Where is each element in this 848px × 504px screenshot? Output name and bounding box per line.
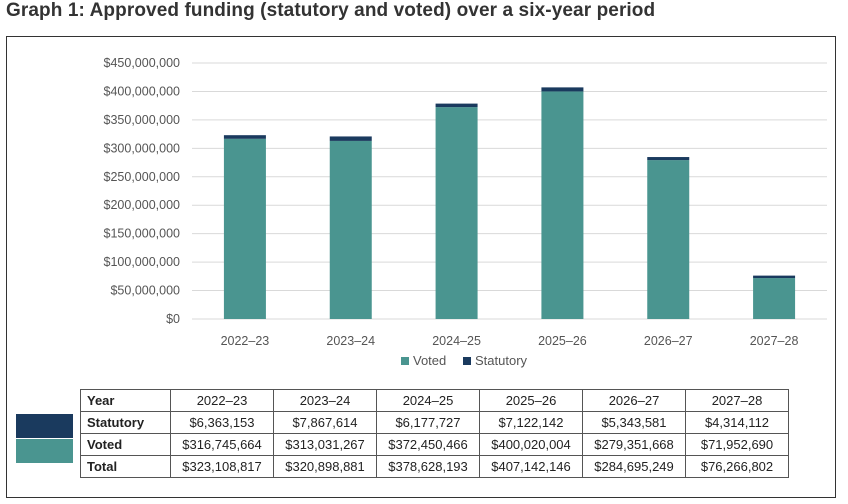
table-cell: $7,867,614 [273, 411, 377, 434]
bar-voted-3 [541, 91, 584, 319]
table-row-voted: Voted $316,745,664 $313,031,267 $372,450… [80, 433, 789, 456]
legend: Voted Statutory [401, 353, 528, 368]
table-row-statutory: Statutory $6,363,153 $7,867,614 $6,177,7… [80, 411, 789, 434]
table-cell: $372,450,466 [376, 433, 480, 456]
y-tick-label: $350,000,000 [104, 113, 181, 127]
table-header-year: Year [80, 389, 171, 412]
table-row-label: Voted [80, 433, 171, 456]
bar-voted-1 [329, 140, 372, 319]
table-cell: $313,031,267 [273, 433, 377, 456]
y-tick-label: $50,000,000 [110, 284, 180, 298]
bar-voted-0 [223, 138, 266, 319]
table-header-row: Year 2022–23 2023–24 2024–25 2025–26 202… [80, 389, 789, 412]
table-cell: $400,020,004 [479, 433, 583, 456]
bars [223, 87, 796, 319]
chart-frame: $0 $50,000,000 $100,000,000 $150,000,000 $20… [6, 36, 836, 498]
legend-label-statutory: Statutory [475, 353, 528, 368]
table-cell: $320,898,881 [273, 455, 377, 478]
bar-statutory-3 [541, 87, 584, 92]
table-header-cell: 2025–26 [479, 389, 583, 412]
bar-statutory-0 [223, 135, 266, 139]
x-tick-label: 2023–24 [326, 334, 375, 348]
bar-statutory-1 [329, 136, 372, 141]
table-cell: $6,177,727 [376, 411, 480, 434]
y-axis-tick-labels: $0 $50,000,000 $100,000,000 $150,000,000 $20… [104, 56, 181, 326]
table-cell: $279,351,668 [582, 433, 686, 456]
bar-voted-5 [753, 278, 796, 319]
table-cell: $407,142,146 [479, 455, 583, 478]
y-tick-label: $400,000,000 [104, 84, 181, 98]
bar-statutory-2 [435, 103, 478, 108]
gridlines [192, 62, 827, 320]
table-row-label: Total [80, 455, 171, 478]
table-cell: $6,363,153 [170, 411, 274, 434]
table-header-cell: 2022–23 [170, 389, 274, 412]
table-header-cell: 2026–27 [582, 389, 686, 412]
table-cell: $323,108,817 [170, 455, 274, 478]
y-tick-label: $250,000,000 [104, 170, 181, 184]
y-tick-label: $150,000,000 [104, 227, 181, 241]
bar-voted-4 [647, 160, 690, 319]
y-tick-label: $100,000,000 [104, 255, 181, 269]
table-header-cell: 2027–28 [685, 389, 789, 412]
legend-label-voted: Voted [413, 353, 446, 368]
table-cell: $76,266,802 [685, 455, 789, 478]
legend-swatch-voted [401, 357, 409, 365]
x-tick-label: 2026–27 [644, 334, 693, 348]
y-tick-label: $300,000,000 [104, 141, 181, 155]
table-cell: $4,314,112 [685, 411, 789, 434]
table-cell: $378,628,193 [376, 455, 480, 478]
bar-voted-2 [435, 107, 478, 319]
table-header-cell: 2023–24 [273, 389, 377, 412]
table-swatch-voted [16, 439, 73, 463]
table-cell: $71,952,690 [685, 433, 789, 456]
table-swatch-statutory [16, 414, 73, 438]
y-tick-label: $450,000,000 [104, 56, 181, 70]
page-title: Graph 1: Approved funding (statutory and… [6, 0, 656, 21]
x-tick-label: 2022–23 [221, 334, 270, 348]
table-row-total: Total $323,108,817 $320,898,881 $378,628… [80, 455, 789, 478]
x-tick-label: 2025–26 [538, 334, 587, 348]
table-cell: $316,745,664 [170, 433, 274, 456]
table-cell: $5,343,581 [582, 411, 686, 434]
legend-swatch-statutory [463, 357, 471, 365]
y-tick-label: $200,000,000 [104, 198, 181, 212]
table-cell: $7,122,142 [479, 411, 583, 434]
x-tick-label: 2024–25 [432, 334, 481, 348]
bar-statutory-5 [753, 275, 796, 279]
x-tick-label: 2027–28 [750, 334, 799, 348]
y-tick-label: $0 [166, 312, 180, 326]
table-row-label: Statutory [80, 411, 171, 434]
data-table: Year 2022–23 2023–24 2024–25 2025–26 202… [80, 389, 789, 478]
table-header-cell: 2024–25 [376, 389, 480, 412]
stacked-bar-chart: $0 $50,000,000 $100,000,000 $150,000,000 $20… [104, 56, 827, 368]
bar-statutory-4 [647, 157, 690, 161]
table-cell: $284,695,249 [582, 455, 686, 478]
x-axis-tick-labels: 2022–23 2023–24 2024–25 2025–26 2026–27 2027–… [221, 334, 799, 348]
